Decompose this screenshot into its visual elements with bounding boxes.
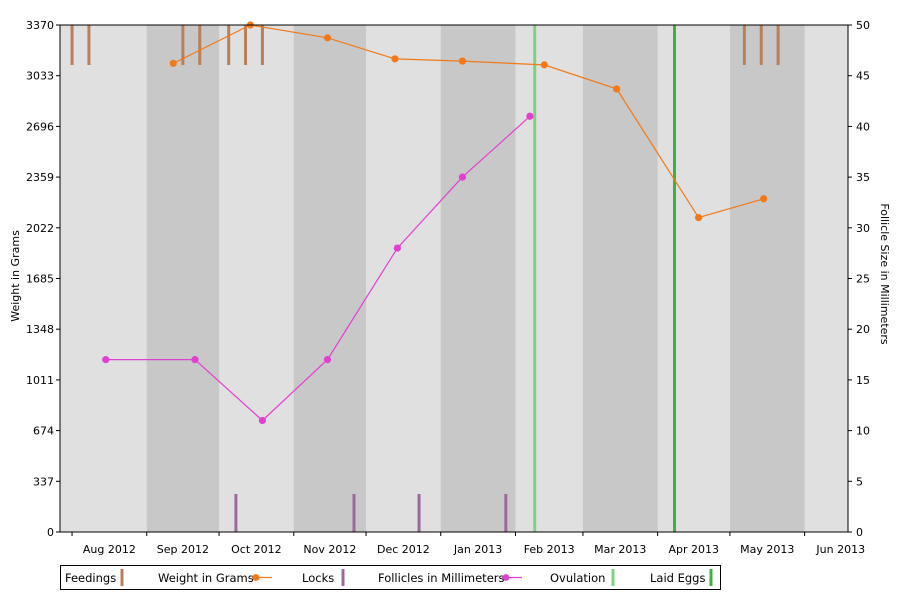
left-tick-label: 2022 <box>26 222 54 235</box>
left-tick-label: 0 <box>47 526 54 539</box>
right-y-axis-ticks: 0 5 10 15 20 25 30 35 40 45 50 <box>848 19 870 539</box>
follicles-in-millimeters-point <box>323 356 332 364</box>
weight-in-grams-point <box>169 59 177 67</box>
legend-label: Ovulation <box>550 571 605 585</box>
x-tick-label: Sep 2012 <box>157 543 209 556</box>
left-tick-label: 2696 <box>26 120 54 133</box>
weight-in-grams-point <box>760 195 768 203</box>
right-tick-label: 10 <box>856 425 870 438</box>
right-tick-label: 40 <box>856 120 870 133</box>
legend-box <box>60 565 721 590</box>
right-tick-label: 0 <box>856 526 863 539</box>
weight-in-grams-point <box>613 85 621 93</box>
right-tick-label: 20 <box>856 323 870 336</box>
left-tick-label: 1011 <box>26 374 54 387</box>
right-tick-label: 15 <box>856 374 870 387</box>
right-tick-label: 45 <box>856 70 870 83</box>
left-tick-label: 1685 <box>26 273 54 286</box>
month-shade-band <box>146 25 220 532</box>
x-tick-label: Oct 2012 <box>231 543 282 556</box>
right-tick-label: 25 <box>856 273 870 286</box>
right-axis-title: Follicle Size in Millimeters <box>878 203 891 345</box>
left-tick-label: 674 <box>33 425 54 438</box>
x-tick-label: Nov 2012 <box>303 543 356 556</box>
left-tick-label: 337 <box>33 475 54 488</box>
x-tick-label: Aug 2012 <box>83 543 136 556</box>
follicles-in-millimeters-point <box>458 173 467 181</box>
follicles-in-millimeters-point <box>102 356 110 364</box>
legend-swatch-dot <box>502 574 510 581</box>
month-shade-band <box>440 25 516 532</box>
follicles-in-millimeters-point <box>258 416 267 425</box>
legend-label: Feedings <box>65 571 116 585</box>
left-y-axis-ticks: 0 337 674 1011 1348 1685 2022 2359 2696 3033 3370 <box>26 19 60 539</box>
follicles-in-millimeters-point <box>191 356 199 364</box>
weight-in-grams-point <box>694 213 703 222</box>
x-tick-label: May 2013 <box>740 543 794 556</box>
x-tick-label: Mar 2013 <box>594 543 646 556</box>
legend-swatch-dot <box>252 574 260 581</box>
legend: Feedings Weight in Grams Locks Follicles in… <box>60 565 721 590</box>
right-tick-label: 30 <box>856 222 870 235</box>
left-axis-title: Weight in Grams <box>9 230 22 322</box>
right-tick-label: 5 <box>856 475 863 488</box>
x-axis-ticks: Aug 2012 Sep 2012 Oct 2012 Nov 2012 Dec 2012… <box>71 532 865 556</box>
right-tick-label: 50 <box>856 19 870 32</box>
x-tick-label: Feb 2013 <box>524 543 575 556</box>
left-tick-label: 3033 <box>26 70 54 83</box>
x-tick-label: Jan 2013 <box>453 543 502 556</box>
legend-label: Locks <box>302 571 334 585</box>
month-shade-band <box>582 25 658 532</box>
x-tick-label: Apr 2013 <box>669 543 720 556</box>
month-shade-band <box>293 25 367 532</box>
follicles-in-millimeters-point <box>393 244 401 252</box>
left-tick-label: 2359 <box>26 171 54 184</box>
legend-label: Weight in Grams <box>158 571 254 585</box>
left-tick-label: 3370 <box>26 19 54 32</box>
weight-in-grams-point <box>540 61 548 69</box>
event-markers <box>70 25 780 532</box>
x-tick-label: Jun 2013 <box>815 543 865 556</box>
follicles-in-millimeters-point <box>526 112 534 120</box>
legend-label: Laid Eggs <box>650 571 705 585</box>
weight-in-grams-point <box>458 57 467 65</box>
legend-label: Follicles in Millimeters <box>378 571 505 585</box>
weight-in-grams-point <box>323 34 332 42</box>
left-tick-label: 1348 <box>26 323 54 336</box>
month-shade-band <box>729 25 805 532</box>
weight-in-grams-point <box>391 55 399 63</box>
right-tick-label: 35 <box>856 171 870 184</box>
month-shading <box>146 25 805 532</box>
x-tick-label: Dec 2012 <box>377 543 430 556</box>
